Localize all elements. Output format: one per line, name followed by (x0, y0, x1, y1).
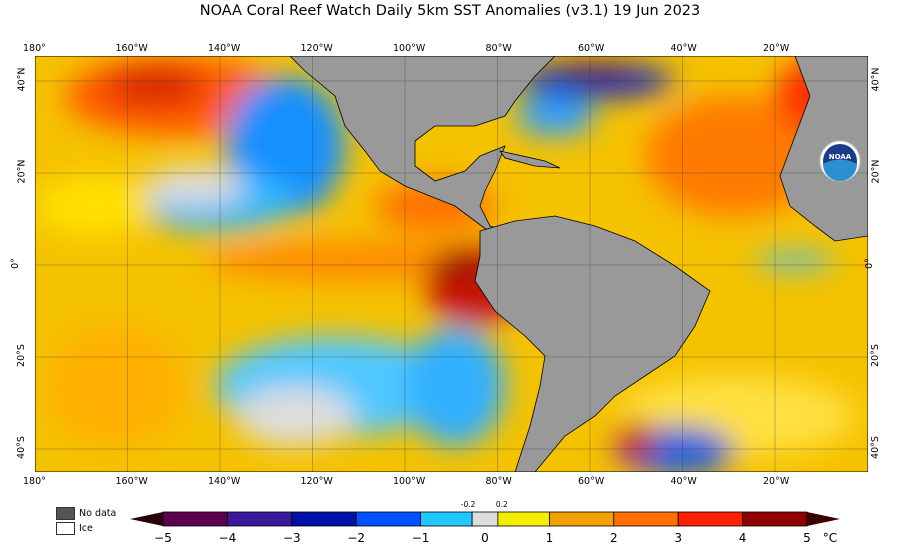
colorbar-small-tick: -0.2 (460, 500, 476, 509)
lon-label: 140°W (208, 43, 241, 54)
colorbar-band (613, 511, 679, 527)
colorbar-band (548, 511, 615, 527)
colorbar-tick: 5 (803, 531, 811, 545)
lon-label: 160°W (115, 476, 148, 487)
colorbar-small-tick: 0.2 (495, 500, 508, 509)
lat-label: 40°N (870, 67, 882, 92)
colorbar-tick: −5 (154, 531, 172, 545)
colorbar-tick: −2 (347, 531, 366, 545)
colorbar (130, 511, 840, 527)
map-title: NOAA Coral Reef Watch Daily 5km SST Anom… (199, 3, 701, 19)
lon-label: 180° (23, 476, 46, 487)
sst-anomaly-map: NOAA (35, 56, 868, 472)
colorbar-tick: 1 (545, 531, 554, 545)
north-america (289, 56, 556, 237)
ice-swatch (56, 522, 75, 535)
colorbar-band (291, 511, 357, 527)
lon-label: 60°W (578, 476, 605, 487)
svg-text:NOAA: NOAA (829, 153, 852, 161)
lon-label: 20°W (763, 476, 790, 487)
colorbar-band (471, 511, 499, 527)
lat-label: 20°S (869, 344, 881, 367)
lon-label: 80°W (485, 43, 512, 54)
colorbar-band (355, 511, 421, 527)
lon-label: 40°W (670, 476, 697, 487)
lat-label: 40°S (15, 436, 27, 459)
lon-label: 140°W (208, 476, 241, 487)
legend-ice: Ice (56, 522, 93, 535)
legend-no-data: No data (56, 507, 116, 520)
ice-label: Ice (79, 523, 93, 534)
colorbar-max-arrow (807, 512, 840, 526)
colorbar-min-arrow (130, 512, 163, 526)
lon-label: 100°W (393, 43, 426, 54)
lon-label: 100°W (393, 476, 426, 487)
lat-label: 40°S (869, 436, 881, 459)
colorbar-band (742, 511, 808, 527)
cuba (499, 150, 561, 169)
noaa-logo: NOAA (819, 140, 861, 182)
south-america (474, 215, 711, 472)
colorbar-tick: 4 (738, 531, 747, 545)
lat-label: 20°N (870, 159, 882, 184)
colorbar-unit: °C (822, 531, 838, 545)
colorbar-tick: 2 (609, 531, 618, 545)
lon-label: 60°W (578, 43, 605, 54)
lon-label: 80°W (485, 476, 512, 487)
no-data-label: No data (79, 508, 117, 519)
colorbar-tick: 0 (481, 531, 489, 545)
lon-label: 120°W (300, 476, 333, 487)
no-data-swatch (56, 507, 75, 520)
lon-label: 120°W (300, 43, 333, 54)
graticule (35, 56, 868, 472)
lat-label: 0° (9, 258, 21, 269)
lon-label: 180° (23, 43, 46, 54)
colorbar-tick: −1 (411, 531, 430, 545)
lat-label: 40°N (16, 67, 28, 92)
lon-label: 20°W (763, 43, 790, 54)
lat-label: 20°N (16, 159, 28, 184)
colorbar-band (162, 511, 228, 527)
colorbar-tick: 3 (674, 531, 683, 545)
lat-label: 20°S (15, 344, 27, 367)
lon-label: 40°W (670, 43, 697, 54)
colorbar-tick: −4 (218, 531, 237, 545)
colorbar-band (227, 511, 293, 527)
colorbar-tick: −3 (282, 531, 301, 545)
colorbar-band (497, 511, 550, 527)
lat-label: 0° (863, 258, 875, 269)
lon-label: 160°W (115, 43, 148, 54)
colorbar-band (420, 511, 473, 527)
colorbar-band (677, 511, 744, 527)
